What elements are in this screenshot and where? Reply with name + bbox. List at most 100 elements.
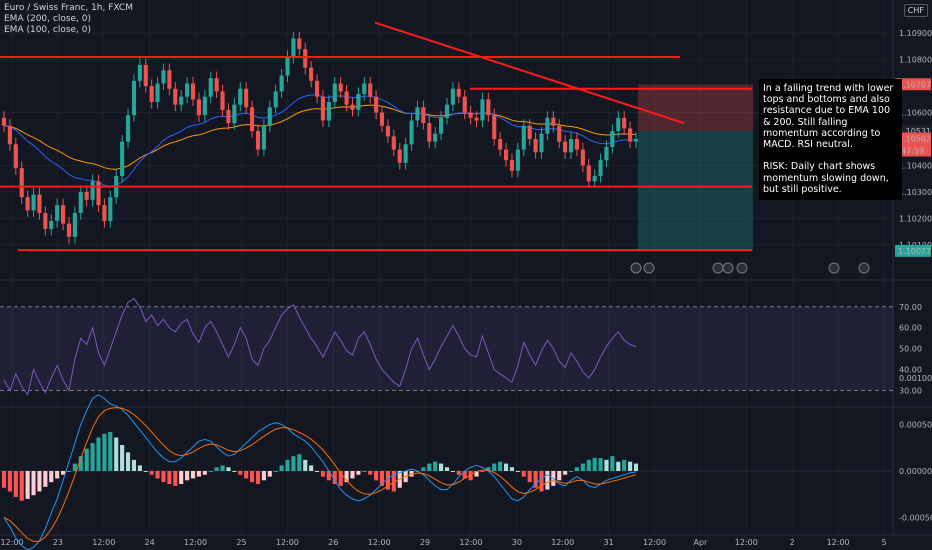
time-tick-label: 12:00 [92, 538, 115, 547]
price-tag-label: 1.10531 [898, 127, 931, 136]
candle-body [344, 91, 349, 105]
macd-hist-bar [37, 471, 42, 492]
price-tick-label: 1.10900 [899, 29, 932, 38]
candle-body [563, 141, 568, 153]
macd-hist-bar [456, 471, 461, 475]
candle-body [498, 139, 503, 150]
macd-hist-bar [468, 471, 473, 481]
candle-body [161, 70, 166, 84]
candle-body [214, 78, 219, 92]
macd-hist-bar [427, 463, 432, 471]
macd-hist-bar [592, 457, 597, 471]
time-tick-label: 31 [604, 538, 614, 547]
macd-hist-bar [580, 463, 585, 471]
macd-tick-label: 0.00050 [899, 421, 932, 430]
macd-tick-label: 0.00100 [899, 374, 932, 383]
ema200-legend[interactable]: EMA (200, close, 0) [4, 14, 92, 24]
macd-hist-bar [539, 471, 544, 492]
candle-body [320, 96, 326, 121]
candle-body [173, 88, 178, 105]
macd-hist-bar [486, 467, 491, 471]
candle-body [374, 96, 379, 113]
macd-hist-bar [31, 471, 36, 496]
candle-body [267, 107, 272, 126]
macd-hist-bar [1, 471, 7, 488]
macd-hist-bar [196, 471, 201, 477]
ema100-legend[interactable]: EMA (100, close, 0) [4, 25, 92, 35]
candle-body [356, 94, 361, 110]
candle-body [149, 86, 154, 102]
candle-body [297, 38, 302, 50]
rsi-line [3, 297, 637, 396]
macd-hist-bar [332, 471, 337, 485]
candle-body [580, 149, 585, 166]
candle-body [208, 78, 213, 97]
candle-body [521, 125, 526, 150]
macd-hist-bar [622, 459, 627, 471]
symbol-title[interactable]: Euro / Swiss Franc, 1h, FXCM [4, 3, 133, 13]
candle-body [610, 131, 615, 147]
candle-body [7, 125, 12, 145]
macd-hist-bar [444, 467, 450, 471]
rsi-tick-label: 50.00 [899, 345, 922, 354]
macd-hist-bar [385, 471, 390, 490]
candle-body [261, 125, 266, 150]
candle-body [19, 168, 24, 198]
countdown-label: 47:59 [901, 146, 924, 155]
candle-body [568, 139, 574, 153]
candle-body [238, 88, 243, 105]
candle-body [309, 67, 314, 81]
macd-hist-bar [379, 471, 385, 486]
candle-body [616, 117, 621, 132]
macd-hist-bar [114, 437, 119, 471]
event-marker-icon [630, 262, 642, 274]
candle-body [379, 112, 385, 126]
macd-hist-bar [374, 471, 379, 481]
macd-hist-bar [261, 471, 266, 481]
macd-hist-bar [202, 471, 207, 475]
candle-body [244, 88, 249, 108]
macd-hist-bar [60, 471, 66, 475]
candle-body [444, 104, 450, 118]
candle-body [527, 125, 532, 139]
macd-hist-bar [214, 467, 219, 471]
macd-hist-bar [616, 461, 621, 471]
macd-hist-bar [78, 456, 83, 471]
macd-hist-bar [19, 471, 24, 501]
candle-body [433, 133, 438, 142]
macd-hist-bar [185, 471, 190, 481]
macd-hist-bar [66, 471, 72, 472]
candle-body [232, 104, 237, 124]
macd-hist-bar [84, 448, 89, 471]
candle-body [196, 99, 201, 116]
macd-hist-bar [633, 463, 639, 471]
currency-badge[interactable]: CHF [903, 4, 928, 17]
stop-zone [638, 84, 753, 131]
candle-body [84, 191, 89, 200]
rsi-tick-label: 70.00 [899, 303, 922, 312]
candle-body [143, 64, 148, 87]
macd-hist-bar [350, 471, 355, 479]
candle-body [60, 205, 66, 224]
candle-body [450, 88, 455, 105]
candle-body [255, 131, 261, 150]
macd-hist-bar [244, 471, 249, 479]
time-tick-label: 23 [53, 538, 63, 547]
macd-hist-bar [173, 471, 178, 486]
candle-body [509, 160, 515, 171]
price-tag [895, 244, 931, 257]
macd-hist-bar [433, 461, 438, 471]
macd-hist-bar [509, 467, 515, 471]
candle-body [220, 91, 225, 110]
macd-hist-bar [232, 471, 237, 472]
time-tick-label: 25 [236, 538, 246, 547]
candle-body [326, 101, 331, 121]
chart-legend: Euro / Swiss Franc, 1h, FXCM EMA (200, c… [4, 3, 133, 36]
candle-body [90, 181, 95, 200]
candle-body [551, 117, 556, 126]
candle-body [462, 96, 467, 113]
macd-hist-bar [533, 471, 538, 488]
macd-line [3, 394, 637, 550]
target-zone [638, 130, 753, 251]
